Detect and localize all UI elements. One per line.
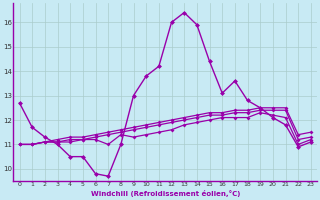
X-axis label: Windchill (Refroidissement éolien,°C): Windchill (Refroidissement éolien,°C) bbox=[91, 190, 240, 197]
